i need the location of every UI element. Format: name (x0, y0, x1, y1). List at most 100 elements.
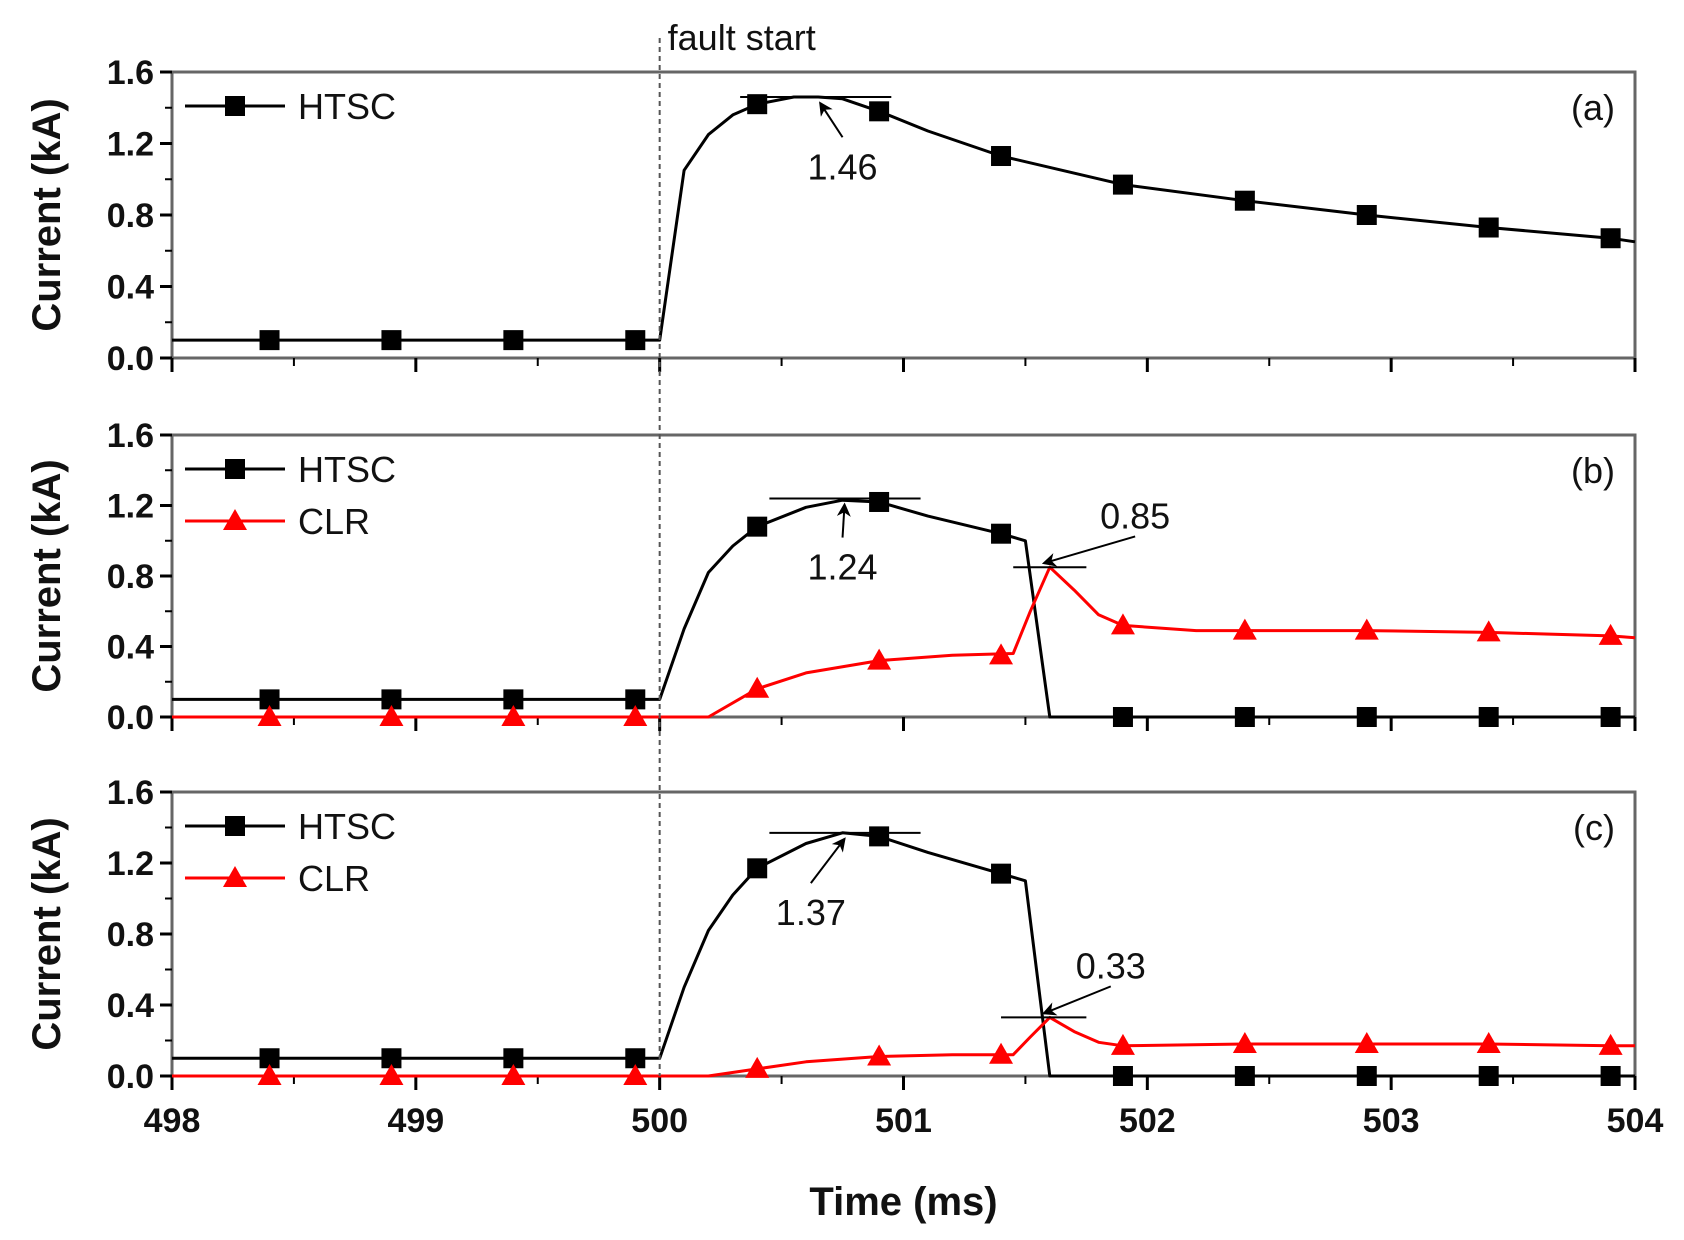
panel-a-legend-htsc: HTSC (185, 86, 396, 127)
panel-b-peak-arrow (836, 502, 851, 538)
panel-c-y-axis-title: Current (kA) (25, 817, 69, 1050)
panel-a-peak-value: 1.46 (808, 146, 878, 187)
panel-b-marker-htsc (503, 689, 524, 710)
panel-b-marker-clr (989, 643, 1014, 665)
legend-marker (223, 866, 247, 887)
fault-start-label: fault start (668, 17, 816, 58)
panel-a-ytick-label: 1.2 (107, 126, 154, 164)
x-tick-label: 501 (875, 1102, 932, 1140)
panel-c-marker-clr (989, 1042, 1014, 1064)
panel-a-marker-htsc (1356, 205, 1377, 225)
panel-c-marker-clr (745, 1056, 770, 1078)
panel-c-marker-clr (623, 1064, 648, 1085)
panel-c-marker-htsc (1356, 1066, 1377, 1086)
panel-c-legend-clr: CLR (185, 858, 370, 899)
panel-b-ytick-label: 1.2 (107, 488, 154, 526)
panel-c-series-htsc (172, 826, 1635, 1086)
panel-c-marker-htsc (259, 1048, 280, 1069)
panel-c-ytick-label: 0.8 (107, 916, 154, 954)
panel-c-marker-htsc (1234, 1066, 1255, 1086)
legend-label: HTSC (298, 86, 396, 127)
panel-a-marker-htsc (503, 330, 524, 351)
panel-b-marker-clr (1476, 620, 1501, 642)
panel-a-marker-htsc (381, 330, 402, 351)
panel-c-marker-htsc (1112, 1066, 1133, 1086)
panel-a-ytick-label: 0.4 (107, 269, 154, 307)
panel-b-marker-htsc (747, 516, 768, 537)
panel-b-peak-arrow (1041, 535, 1136, 567)
panel-b-marker-clr (867, 648, 892, 670)
panel-b-legend-clr: CLR (185, 501, 370, 542)
panel-a-marker-htsc (1600, 228, 1621, 249)
panel-b-ytick-label: 0.8 (107, 558, 154, 596)
legend-marker (225, 816, 245, 836)
panel-b-marker-clr (501, 705, 526, 726)
panel-a-marker-htsc (1478, 217, 1499, 238)
panel-c-marker-htsc (1600, 1066, 1621, 1086)
panel-b-marker-clr (257, 705, 282, 726)
panel-b-marker-htsc (259, 689, 280, 710)
x-tick-label: 504 (1607, 1102, 1664, 1140)
panel-c-marker-clr (379, 1064, 404, 1085)
panel-a-marker-htsc (991, 146, 1012, 167)
panel-b-line-htsc (172, 498, 1635, 719)
panel-a-peak-arrow (819, 101, 844, 138)
panel-a-ytick-label: 0.0 (107, 340, 154, 378)
x-tick-label: 498 (144, 1102, 201, 1140)
panel-b-marker-clr (623, 705, 648, 726)
panel-c-marker-htsc (747, 858, 768, 879)
legend-label: CLR (298, 858, 370, 899)
annotation-layer: 1.46 1.24 0.85 1.37 0.33 (740, 96, 1170, 1019)
panel-b-marker-clr (1110, 613, 1135, 635)
panel-c-marker-htsc (503, 1048, 524, 1069)
panel-c-marker-clr (501, 1064, 526, 1085)
panel-a-marker-htsc (869, 101, 890, 122)
panel-b-peak-value: 0.85 (1100, 495, 1170, 536)
panel-b-legend-htsc: HTSC (185, 449, 396, 490)
panel-b-marker-clr (1598, 623, 1623, 645)
panel-a-line-htsc (172, 95, 1636, 342)
data-layer: HTSC HTSC CLR HTSC CLR (172, 86, 1636, 1086)
panel-c-peak-value: 0.33 (1076, 945, 1146, 986)
panel-a-ytick-label: 0.8 (107, 197, 154, 235)
panel-c-ytick-label: 0.4 (107, 987, 154, 1025)
panel-c-marker-clr (1232, 1032, 1257, 1054)
panel-b-ytick-label: 1.6 (107, 417, 154, 455)
panel-c-marker-clr (257, 1064, 282, 1085)
legend-label: CLR (298, 501, 370, 542)
panel-b-marker-htsc (1234, 707, 1255, 727)
panel-c-peak-arrow (1041, 985, 1112, 1016)
panel-c-legend-htsc: HTSC (185, 806, 396, 847)
legend-label: HTSC (298, 449, 396, 490)
panel-b-marker-htsc (1356, 707, 1377, 727)
panel-c-marker-htsc (869, 826, 890, 847)
panel-b-marker-htsc (1112, 707, 1133, 727)
panel-a-marker-htsc (747, 94, 768, 115)
panel-b-ytick-label: 0.0 (107, 699, 154, 737)
legend-label: HTSC (298, 806, 396, 847)
panel-c-ytick-label: 1.2 (107, 845, 154, 883)
panel-c-marker-htsc (991, 863, 1012, 884)
legend-marker (225, 459, 245, 479)
panel-b-marker-htsc (1600, 707, 1621, 727)
panel-b-marker-htsc (991, 523, 1012, 544)
panel-b-marker-clr (1232, 618, 1257, 640)
panel-a-marker-htsc (1112, 174, 1133, 195)
panel-b-series-htsc (172, 491, 1635, 727)
panel-c-marker-clr (867, 1044, 892, 1066)
panel-b-marker-clr (379, 705, 404, 726)
panel-b-marker-htsc (869, 491, 890, 512)
panel-b-peak-value: 1.24 (808, 547, 878, 588)
panel-b-marker-htsc (625, 689, 646, 710)
panel-c-marker-clr (1110, 1033, 1135, 1055)
panel-a-y-axis-title: Current (kA) (25, 98, 69, 331)
panel-c-ytick-label: 1.6 (107, 774, 154, 812)
panel-c-marker-clr (1476, 1032, 1501, 1054)
panel-c-label: (c) (1573, 807, 1615, 848)
panel-a-marker-htsc (625, 330, 646, 351)
panel-a-marker-htsc (1234, 190, 1255, 211)
panel-b-marker-htsc (381, 689, 402, 710)
panel-a-series-htsc (172, 94, 1636, 351)
panel-b-y-axis-title: Current (kA) (25, 459, 69, 692)
